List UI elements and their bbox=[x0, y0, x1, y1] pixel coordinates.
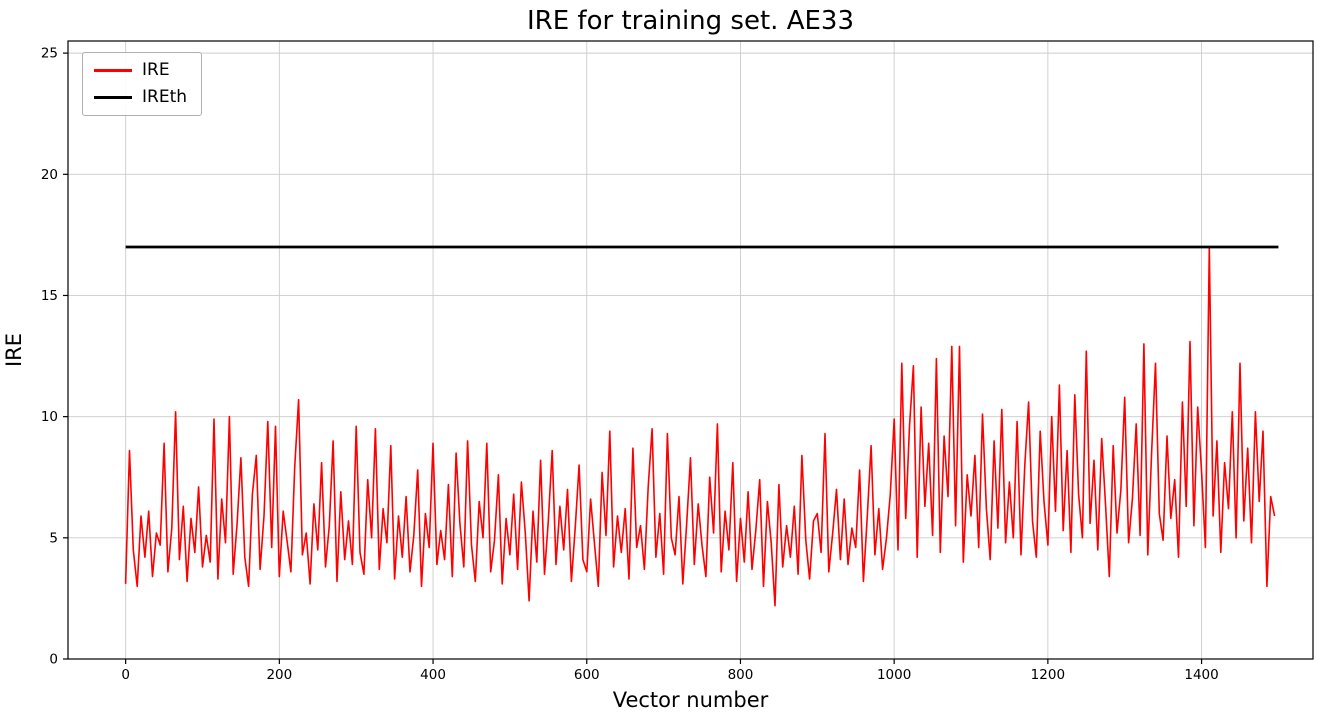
plot-border bbox=[67, 40, 1314, 660]
legend-item-ireth: IREth bbox=[94, 89, 187, 106]
chart-title: IRE for training set. AE33 bbox=[527, 6, 854, 36]
legend-label-ireth: IREth bbox=[142, 87, 188, 107]
x-tick-label: 1000 bbox=[877, 667, 911, 683]
y-tick-label: 25 bbox=[41, 46, 58, 62]
y-axis-label: IRE bbox=[2, 332, 26, 368]
y-tick-label: 10 bbox=[41, 409, 58, 425]
x-tick-label: 200 bbox=[266, 667, 292, 683]
y-tick-label: 15 bbox=[41, 288, 58, 304]
y-tick-label: 20 bbox=[41, 167, 58, 183]
y-tick-label: 5 bbox=[49, 530, 58, 546]
ireth-line-sample bbox=[94, 96, 132, 99]
x-tick-label: 1200 bbox=[1031, 667, 1065, 683]
x-tick-label: 400 bbox=[420, 667, 446, 683]
y-tick-label: 0 bbox=[49, 652, 58, 668]
ire-line-sample bbox=[94, 69, 132, 72]
legend-label-ire: IRE bbox=[142, 60, 170, 80]
x-tick-label: 1400 bbox=[1184, 667, 1218, 683]
ire-series-line bbox=[124, 246, 1276, 607]
legend: IRE IREth bbox=[82, 52, 203, 116]
x-tick-label: 800 bbox=[728, 667, 754, 683]
legend-item-ire: IRE bbox=[94, 62, 187, 79]
x-tick-label: 0 bbox=[121, 667, 130, 683]
x-axis-label: Vector number bbox=[612, 688, 769, 712]
x-tick-label: 600 bbox=[574, 667, 600, 683]
